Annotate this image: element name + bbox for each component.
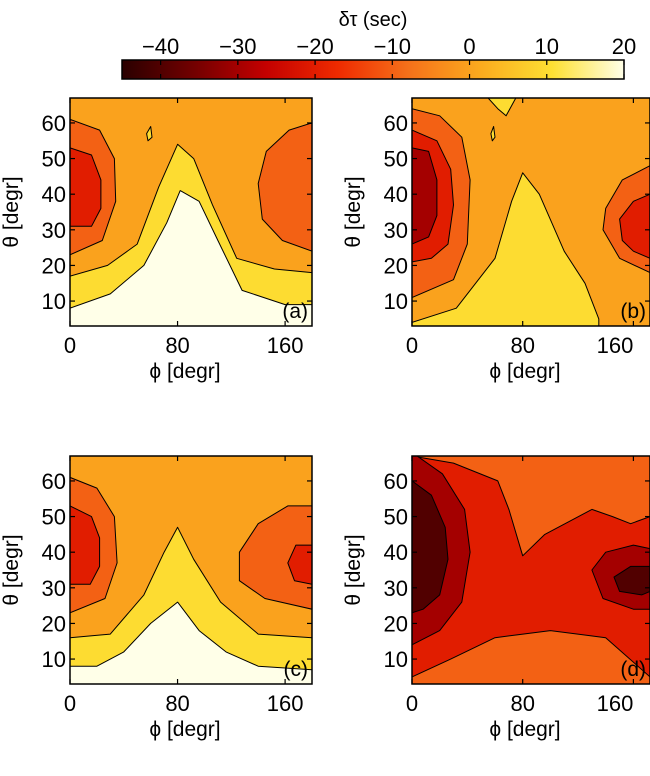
axes-frame	[69, 97, 313, 327]
x-axis-label: ϕ [degr]	[149, 718, 220, 741]
contour-panel-b: 0 80 160 10 20 30 40 50 60 ϕ [degr] θ [degr] (b)	[342, 97, 650, 383]
y-tick-label: 60	[42, 111, 66, 136]
contour-fills	[412, 456, 650, 684]
contour-region	[412, 147, 438, 245]
y-tick-label: 30	[42, 576, 66, 601]
y-tick-label: 40	[42, 540, 66, 565]
x-tick-label: 0	[406, 333, 418, 358]
x-tick-label: 160	[597, 691, 634, 716]
panel-label: (b)	[620, 300, 646, 323]
contour-region	[238, 505, 312, 610]
panel-label: (d)	[620, 658, 646, 681]
contour-region	[487, 98, 517, 117]
y-tick-label: 60	[42, 469, 66, 494]
y-tick-label: 10	[384, 289, 408, 314]
x-tick-label: 0	[406, 691, 418, 716]
x-tick-label: 160	[597, 333, 634, 358]
y-tick-label: 30	[384, 576, 408, 601]
contour-region	[613, 565, 650, 596]
colorbar-gradient	[122, 60, 624, 79]
y-tick-label: 40	[384, 182, 408, 207]
y-tick-label: 20	[384, 253, 408, 278]
contour-region	[490, 126, 496, 142]
contour-region	[412, 456, 650, 678]
y-tick-label: 60	[384, 111, 408, 136]
x-tick-label: 80	[510, 691, 534, 716]
axes-frame	[411, 97, 650, 327]
contour-region	[412, 480, 449, 614]
y-tick-label: 50	[384, 147, 408, 172]
colorbar-tick-label: −30	[219, 34, 256, 59]
contour-region	[257, 122, 312, 252]
y-tick-label: 50	[384, 505, 408, 530]
colorbar-tick-label: 10	[535, 34, 559, 59]
x-axis-label: ϕ [degr]	[489, 718, 560, 741]
contour-panel-a: 0 80 160 10 20 30 40 50 60 ϕ [degr] θ [degr] (a)	[0, 97, 313, 383]
contour-region	[412, 172, 600, 326]
x-tick-label: 160	[267, 691, 304, 716]
contour-fills	[70, 98, 312, 326]
y-tick-label: 10	[42, 289, 66, 314]
y-axis-label: θ [degr]	[0, 534, 23, 605]
contour-region	[619, 193, 650, 259]
y-tick-label: 20	[42, 611, 66, 636]
contour-region	[70, 147, 102, 227]
contour-region	[287, 544, 312, 585]
y-axis-label: θ [degr]	[0, 176, 23, 247]
y-tick-label: 50	[42, 505, 66, 530]
colorbar-tick-label: 0	[463, 34, 475, 59]
contour-region	[70, 505, 101, 585]
x-tick-label: 80	[510, 333, 534, 358]
contour-panel-c: 0 80 160 10 20 30 40 50 60 ϕ [degr] θ [degr] (c)	[0, 455, 313, 741]
y-axis-label: θ [degr]	[342, 176, 365, 247]
contour-panel-d: 0 80 160 10 20 30 40 50 60 ϕ [degr] θ [degr] (d)	[342, 455, 650, 741]
y-tick-label: 30	[42, 218, 66, 243]
y-tick-label: 10	[384, 647, 408, 672]
colorbar-tick-label: 20	[612, 34, 636, 59]
contour-region	[70, 601, 312, 684]
x-tick-label: 160	[267, 333, 304, 358]
y-tick-label: 10	[42, 647, 66, 672]
colorbar-tick-label: −10	[374, 34, 411, 59]
x-tick-label: 0	[64, 691, 76, 716]
colorbar-label: δτ (sec)	[339, 9, 408, 31]
x-tick-label: 0	[64, 333, 76, 358]
panel-label: (c)	[284, 658, 309, 681]
y-tick-label: 60	[384, 469, 408, 494]
colorbar-tick-label: −40	[142, 34, 179, 59]
x-axis-label: ϕ [degr]	[489, 360, 560, 383]
axes-frame	[69, 455, 313, 685]
panel-label: (a)	[282, 300, 308, 323]
contour-fills	[412, 98, 650, 326]
colorbar-tick-label: −20	[296, 34, 333, 59]
y-tick-label: 30	[384, 218, 408, 243]
y-tick-label: 40	[384, 540, 408, 565]
contour-region	[146, 126, 153, 142]
y-tick-label: 40	[42, 182, 66, 207]
x-axis-label: ϕ [degr]	[149, 360, 220, 383]
x-tick-label: 80	[165, 691, 189, 716]
y-tick-label: 20	[384, 611, 408, 636]
y-tick-label: 50	[42, 147, 66, 172]
x-tick-label: 80	[165, 333, 189, 358]
colorbar-frame	[121, 59, 625, 80]
y-axis-label: θ [degr]	[342, 534, 365, 605]
y-tick-label: 20	[42, 253, 66, 278]
colorbar: δτ (sec) −40 −30 −20 −10 0 10 20	[121, 9, 636, 80]
contour-region	[70, 190, 312, 326]
contour-fills	[70, 456, 312, 684]
axes-frame	[411, 455, 650, 685]
